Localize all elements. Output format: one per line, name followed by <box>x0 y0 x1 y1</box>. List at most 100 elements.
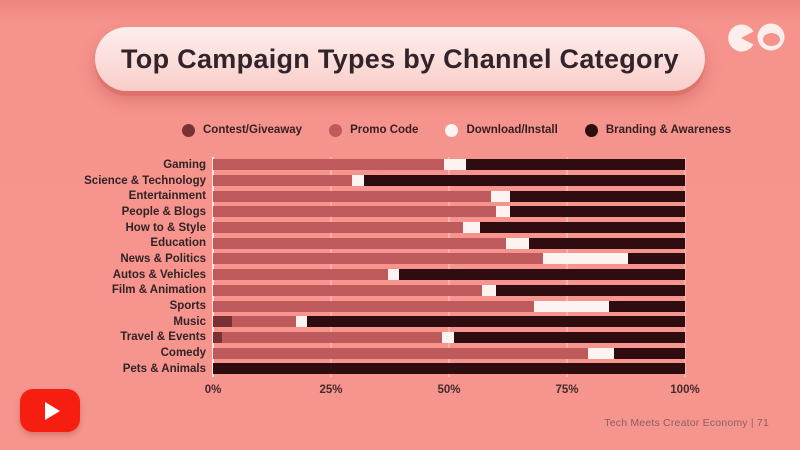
gridline <box>566 157 568 377</box>
stacked-bar <box>213 237 685 249</box>
bar-segment <box>444 159 466 171</box>
bar-segment <box>609 300 685 312</box>
two-circles-icon <box>728 23 785 52</box>
bar-segment <box>463 222 480 234</box>
bar-segment <box>307 316 685 328</box>
bar-segment <box>231 316 296 328</box>
category-label: Film & Animation <box>111 284 206 297</box>
bar-segment <box>510 190 685 202</box>
x-tick-label: 0% <box>204 384 222 396</box>
bar-segment <box>213 269 388 281</box>
chart-legend: Contest/Giveaway Promo Code Download/Insta… <box>182 118 731 142</box>
category-label: Gaming <box>163 158 206 171</box>
stacked-bar <box>213 222 685 234</box>
legend-dot-icon <box>445 123 459 137</box>
bar-segment <box>441 331 454 343</box>
category-label: News & Politics <box>120 252 206 265</box>
legend-dot-icon <box>584 123 598 137</box>
legend-item: Download/Install <box>445 123 558 137</box>
x-tick-label: 100% <box>670 384 700 396</box>
bar-segment <box>496 206 511 218</box>
legend-label: Download/Install <box>466 124 558 136</box>
category-label: Comedy <box>160 347 206 360</box>
bar-segment <box>213 237 506 249</box>
bar-segment <box>213 316 232 328</box>
bar-row: Music <box>173 314 685 330</box>
category-label: Travel & Events <box>120 331 206 344</box>
category-label: Pets & Animals <box>122 362 206 375</box>
bar-row: How to & Style <box>125 220 685 236</box>
bar-row: Film & Animation <box>112 283 685 299</box>
bar-row: News & Politics <box>120 251 685 267</box>
bar-row: Gaming <box>163 157 685 173</box>
footer-caption: Tech Meets Creator Economy | 71 <box>604 417 769 429</box>
bar-segment <box>213 159 445 171</box>
bar-segment <box>491 190 511 202</box>
stacked-bar <box>213 347 685 359</box>
legend-dot-icon <box>329 123 343 137</box>
title-banner: Top Campaign Types by Channel Category <box>95 27 705 91</box>
bar-segment <box>453 331 685 343</box>
bar-segment <box>213 363 685 375</box>
bar-row: Entertainment <box>129 188 685 204</box>
bar-segment <box>213 347 589 359</box>
legend-item: Branding & Awareness <box>584 123 731 137</box>
bar-segment <box>510 206 685 218</box>
bar-segment <box>588 347 615 359</box>
legend-label: Contest/Giveaway <box>203 124 303 136</box>
bar-row: Pets & Animals <box>123 361 685 377</box>
page-title: Top Campaign Types by Channel Category <box>121 43 679 74</box>
gridline <box>448 157 450 377</box>
bar-segment <box>505 237 530 249</box>
bar-row: Autos & Vehicles <box>113 267 685 283</box>
bar-segment <box>543 253 629 265</box>
bar-segment <box>482 284 497 296</box>
plot-area: Gaming Science & Technology Entertainment P… <box>84 157 686 377</box>
stacked-bar <box>213 284 685 296</box>
category-label: How to & Style <box>125 221 206 234</box>
stacked-bar <box>213 300 685 312</box>
youtube-play-icon <box>44 401 60 420</box>
bar-segment <box>295 316 308 328</box>
axis-zero-line <box>212 157 214 377</box>
category-label: People & Blogs <box>121 205 206 218</box>
legend-dot-icon <box>182 123 195 137</box>
youtube-logo <box>20 389 80 432</box>
bar-segment <box>387 269 400 281</box>
stacked-bar <box>213 190 685 202</box>
bar-segment <box>213 222 464 234</box>
bar-row: Science & Technology <box>84 173 685 189</box>
bar-segment <box>364 175 685 187</box>
stacked-bar <box>213 269 685 281</box>
bar-segment <box>496 284 685 296</box>
category-label: Science & Technology <box>84 174 206 187</box>
category-label: Autos & Vehicles <box>112 268 206 281</box>
bar-segment <box>213 190 492 202</box>
bar-segment <box>529 237 685 249</box>
bar-segment <box>213 253 544 265</box>
bar-segment <box>628 253 685 265</box>
category-label: Music <box>173 315 206 328</box>
category-label: Education <box>150 237 206 250</box>
x-tick-label: 50% <box>437 384 461 396</box>
category-label: Entertainment <box>128 190 206 203</box>
bar-row: People & Blogs <box>122 204 685 220</box>
bar-segment <box>213 331 223 343</box>
gridline <box>684 157 686 377</box>
bar-segment <box>213 206 497 218</box>
bar-row: Comedy <box>161 345 685 361</box>
stacked-bar <box>213 159 685 171</box>
x-tick-label: 75% <box>555 384 579 396</box>
bar-segment <box>352 175 365 187</box>
bar-segment <box>533 300 610 312</box>
legend-label: Promo Code <box>350 124 419 136</box>
bar-row: Education <box>150 235 685 251</box>
x-tick-label: 25% <box>319 384 343 396</box>
stacked-bar <box>213 206 685 218</box>
bar-segment <box>222 331 442 343</box>
bar-segment <box>465 159 685 171</box>
x-axis: 0% 25% 50% 75% 100% <box>205 384 700 400</box>
stacked-bar <box>213 331 685 343</box>
stacked-bar <box>213 175 685 187</box>
